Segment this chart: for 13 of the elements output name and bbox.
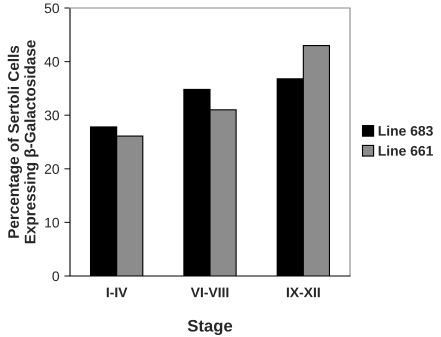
x-axis-title: Stage (188, 320, 232, 336)
y-axis-title: Percentage of Sertoli Cells Expressing β-Galactosidase (8, 40, 39, 244)
y-tick-label: 20 (44, 164, 60, 174)
legend-label: Line 661 (378, 146, 433, 156)
x-tick-label: IX-XII (286, 288, 320, 298)
y-tick-label: 10 (45, 218, 60, 228)
y-tick-label: 30 (44, 110, 60, 120)
legend-label: Line 683 (378, 126, 433, 136)
y-tick-label: 50 (44, 3, 60, 14)
x-tick-label: I-IV (106, 288, 128, 298)
y-tick-label: 0 (52, 271, 60, 282)
y-tick-label: 40 (44, 56, 60, 67)
x-tick-label: VI-VIII (190, 288, 228, 298)
